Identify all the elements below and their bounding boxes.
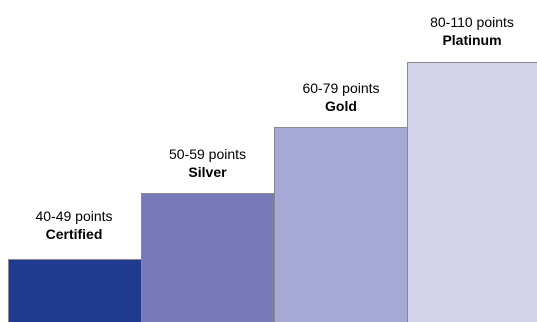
label-silver: 50-59 points Silver bbox=[141, 146, 274, 181]
label-gold: 60-79 points Gold bbox=[274, 80, 408, 115]
step-silver bbox=[141, 193, 275, 322]
platinum-points: 80-110 points bbox=[430, 14, 514, 30]
step-platinum bbox=[407, 62, 537, 322]
gold-name: Gold bbox=[325, 97, 357, 114]
platinum-name: Platinum bbox=[442, 31, 502, 48]
step-certified bbox=[8, 259, 142, 322]
certified-name: Certified bbox=[45, 225, 103, 242]
step-gold bbox=[274, 127, 408, 322]
label-platinum: 80-110 points Platinum bbox=[407, 14, 537, 49]
label-certified: 40-49 points Certified bbox=[8, 208, 140, 243]
silver-name: Silver bbox=[188, 163, 227, 180]
silver-points: 50-59 points bbox=[168, 146, 247, 162]
gold-points: 60-79 points bbox=[302, 80, 380, 96]
certified-points: 40-49 points bbox=[35, 208, 113, 224]
